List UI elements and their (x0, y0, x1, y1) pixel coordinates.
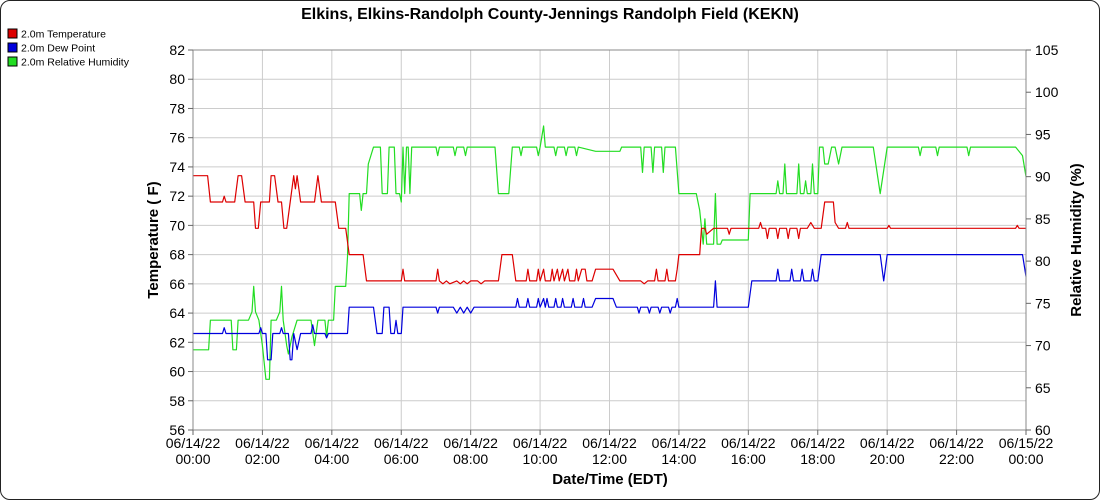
x-tick-date: 06/14/22 (652, 435, 707, 451)
series-line-dew-point (193, 254, 1027, 361)
x-tick-date: 06/14/22 (443, 435, 498, 451)
y-tick-label: 62 (169, 334, 185, 350)
legend-label-dew-point: 2.0m Dew Point (21, 43, 95, 55)
right-axis-ticks: 60 65 70 75 80 85 90 95 100 105 (1026, 42, 1059, 438)
legend-swatch-relative-humidity (7, 56, 18, 67)
x-tick-time: 02:00 (245, 451, 280, 467)
y2-tick-label: 80 (1035, 253, 1051, 269)
y-tick-label: 74 (169, 159, 185, 175)
x-tick-date: 06/14/22 (791, 435, 846, 451)
x-tick-time: 10:00 (523, 451, 558, 467)
x-tick-time: 16:00 (731, 451, 766, 467)
y2-tick-label: 95 (1035, 126, 1051, 142)
y2-tick-label: 105 (1035, 42, 1059, 58)
y2-tick-label: 65 (1035, 380, 1051, 396)
x-tick-date: 06/15/22 (999, 435, 1054, 451)
y2-tick-label: 85 (1035, 211, 1051, 227)
legend: 2.0m Temperature 2.0m Dew Point 2.0m Rel… (7, 28, 130, 69)
x-tick-time: 22:00 (939, 451, 974, 467)
y-tick-label: 78 (169, 100, 185, 116)
y-tick-label: 60 (169, 364, 185, 380)
x-tick-time: 04:00 (314, 451, 349, 467)
x-tick-time: 00:00 (1008, 451, 1043, 467)
legend-label-relative-humidity: 2.0m Relative Humidity (21, 57, 130, 69)
x-tick-time: 08:00 (453, 451, 488, 467)
y-tick-label: 64 (169, 305, 185, 321)
y2-tick-label: 60 (1035, 422, 1051, 438)
y-tick-label: 66 (169, 276, 185, 292)
x-tick-date: 06/14/22 (582, 435, 637, 451)
y-tick-label: 56 (169, 422, 185, 438)
x-axis-title: Date/Time (EDT) (552, 471, 668, 488)
left-axis-ticks: 56 58 60 62 64 66 68 70 72 74 76 78 80 82 (169, 42, 193, 438)
series-lines (193, 125, 1027, 380)
x-tick-date: 06/14/22 (374, 435, 429, 451)
x-tick-date: 06/14/22 (721, 435, 776, 451)
grid (192, 49, 1027, 431)
x-tick-time: 12:00 (592, 451, 627, 467)
legend-swatch-dew-point (7, 42, 18, 53)
x-tick-date: 06/14/22 (166, 435, 221, 451)
y2-tick-label: 75 (1035, 295, 1051, 311)
x-tick-date: 06/14/22 (235, 435, 290, 451)
x-tick-time: 14:00 (661, 451, 696, 467)
y2-axis-title: Relative Humidity (%) (1068, 163, 1085, 316)
series-line-temperature (193, 175, 1026, 285)
y-tick-label: 58 (169, 393, 185, 409)
y2-tick-label: 100 (1035, 84, 1059, 100)
x-tick-time: 18:00 (800, 451, 835, 467)
chart-title: Elkins, Elkins-Randolph County-Jennings … (301, 6, 799, 23)
x-tick-time: 00:00 (175, 451, 210, 467)
y-tick-label: 68 (169, 247, 185, 263)
y2-tick-label: 90 (1035, 169, 1051, 185)
y-tick-label: 80 (169, 71, 185, 87)
y-axis-title: Temperature ( F) (145, 181, 162, 298)
y-tick-label: 72 (169, 188, 185, 204)
x-tick-time: 06:00 (384, 451, 419, 467)
x-tick-date: 06/14/22 (860, 435, 915, 451)
legend-swatch-temperature (7, 28, 18, 39)
x-axis-ticks: 06/14/2200:0006/14/2202:0006/14/2204:000… (166, 430, 1054, 467)
y-tick-label: 82 (169, 42, 185, 58)
x-tick-time: 20:00 (870, 451, 905, 467)
series-line-relative-humidity (193, 125, 1027, 380)
y-tick-label: 70 (169, 217, 185, 233)
x-tick-date: 06/14/22 (513, 435, 568, 451)
y-tick-label: 76 (169, 130, 185, 146)
x-tick-date: 06/14/22 (929, 435, 984, 451)
x-tick-date: 06/14/22 (305, 435, 360, 451)
legend-label-temperature: 2.0m Temperature (21, 29, 106, 41)
y2-tick-label: 70 (1035, 338, 1051, 354)
